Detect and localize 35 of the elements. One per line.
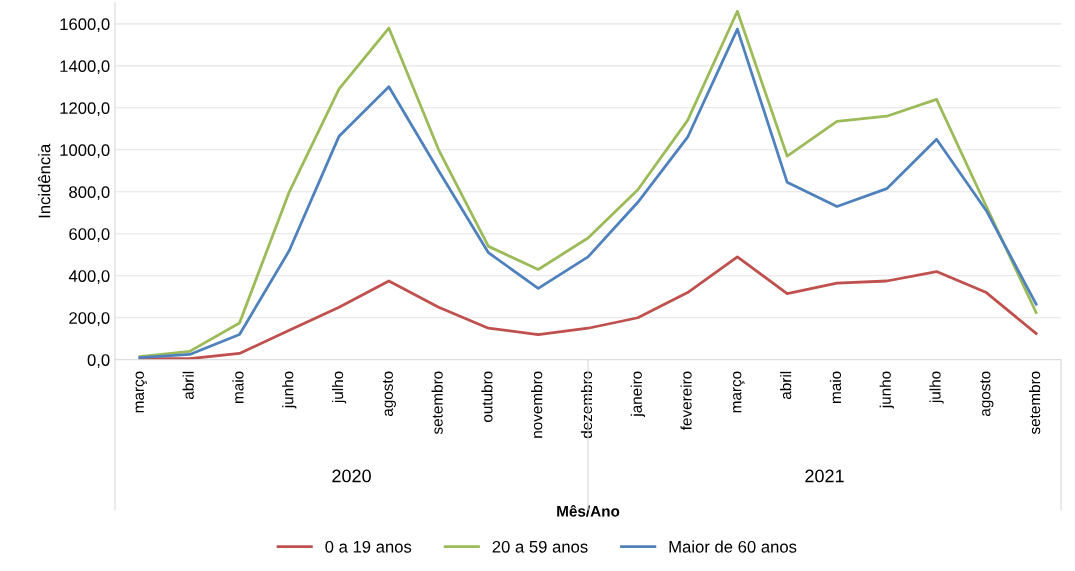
legend-label: Maior de 60 anos bbox=[669, 540, 797, 553]
x-tick-label: julho bbox=[929, 371, 944, 404]
x-tick-label: julho bbox=[331, 371, 347, 404]
legend-label: 20 a 59 anos bbox=[492, 540, 588, 553]
y-tick-label: 0,0 bbox=[87, 354, 110, 368]
x-tick-label: abril bbox=[780, 371, 792, 400]
x-tick-label: março bbox=[733, 371, 745, 413]
x-tick-label: março bbox=[135, 371, 148, 413]
y-tick-label: 1600,0 bbox=[60, 18, 110, 33]
y-tick-label: 1400,0 bbox=[60, 60, 110, 74]
x-tick-label: junho bbox=[282, 371, 297, 409]
x-tick-label: fevereiro bbox=[680, 371, 692, 431]
x-tick-label: maio bbox=[232, 371, 244, 403]
x-axis-title: Mês/Ano bbox=[557, 505, 620, 517]
x-tick-label: maio bbox=[829, 371, 842, 403]
y-tick-label: 400,0 bbox=[68, 270, 110, 284]
x-tick-label: setembro bbox=[431, 371, 443, 435]
x-tick-label: abril bbox=[182, 371, 194, 400]
y-axis-title: Incidência bbox=[38, 143, 51, 218]
x-tick-label: agosto bbox=[980, 371, 994, 417]
text: 2021 bbox=[805, 469, 844, 483]
x-tick-label: novembro bbox=[531, 371, 543, 438]
x-tick-label: dezembro bbox=[580, 371, 593, 439]
y-tick-label: 1200,0 bbox=[60, 102, 110, 116]
y-tick-label: 1000,0 bbox=[60, 144, 110, 158]
x-tick-label: junho bbox=[879, 371, 894, 409]
x-tick-label: setembro bbox=[1029, 371, 1041, 435]
x-tick-label: outubro bbox=[481, 371, 493, 423]
y-tick-label: 200,0 bbox=[69, 312, 110, 326]
text: 2020 bbox=[332, 469, 371, 483]
x-tick-label: agosto bbox=[382, 371, 396, 417]
x-tick-label: janeiro bbox=[630, 371, 645, 418]
y-tick-label: 600,0 bbox=[69, 228, 110, 242]
y-tick-label: 800,0 bbox=[69, 186, 110, 200]
legend-label: 0 a 19 anos bbox=[325, 540, 412, 553]
